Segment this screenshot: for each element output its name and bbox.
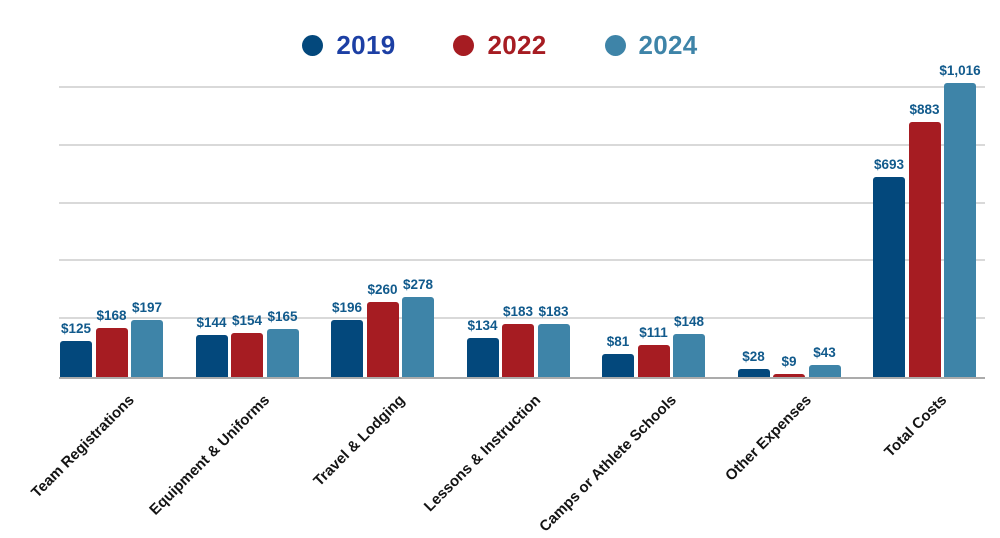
bar-2024 xyxy=(402,296,434,377)
bar-2022 xyxy=(637,344,670,377)
bar-2019 xyxy=(737,368,770,377)
category-label: Total Costs xyxy=(881,391,951,461)
category-label: Equipment & Uniforms xyxy=(146,391,274,519)
bar-2024 xyxy=(537,324,570,377)
value-label: $168 xyxy=(96,308,127,324)
x-axis-line xyxy=(59,377,985,379)
category-label: Lessons & Instruction xyxy=(420,391,545,516)
bar-2019 xyxy=(466,338,499,377)
value-label: $125 xyxy=(60,320,92,336)
value-label: $1,016 xyxy=(939,63,981,79)
value-label: $28 xyxy=(742,348,765,364)
bar-2022 xyxy=(95,328,128,377)
value-label: $883 xyxy=(909,101,940,117)
category-label: Other Expenses xyxy=(722,391,816,485)
bar-2022 xyxy=(502,324,534,377)
bar-2024 xyxy=(131,320,163,377)
bar-2024 xyxy=(266,329,299,377)
category-label: Travel & Lodging xyxy=(310,391,409,490)
bar-2024 xyxy=(808,364,841,377)
bar-2019 xyxy=(60,340,92,377)
bar-2022 xyxy=(773,374,805,377)
gridline xyxy=(59,86,985,88)
value-label: $196 xyxy=(331,300,363,316)
bar-2024 xyxy=(673,334,705,377)
value-label: $81 xyxy=(606,333,630,349)
value-label: $43 xyxy=(813,344,836,360)
legend-item-2022: 2022 xyxy=(453,30,546,61)
bar-2022 xyxy=(231,332,263,377)
value-label: $693 xyxy=(873,156,905,172)
legend-dot-icon xyxy=(604,35,626,56)
legend-label: 2024 xyxy=(638,30,698,60)
legend-label: 2019 xyxy=(336,30,396,60)
value-label: $9 xyxy=(781,354,797,370)
value-label: $165 xyxy=(267,309,298,325)
value-label: $111 xyxy=(639,324,668,340)
gridline xyxy=(59,317,985,320)
value-label: $183 xyxy=(502,304,534,320)
category-label: Team Registrations xyxy=(27,391,138,502)
value-label: $260 xyxy=(367,281,398,297)
chart-legend: 2019 2022 2024 xyxy=(0,30,1000,61)
legend-item-2024: 2024 xyxy=(604,30,698,61)
value-label: $134 xyxy=(467,318,498,334)
gridline xyxy=(59,259,985,262)
legend-dot-icon xyxy=(302,35,324,56)
value-label: $154 xyxy=(231,312,263,328)
legend-dot-icon xyxy=(453,35,475,56)
gridline xyxy=(59,143,985,146)
value-label: $278 xyxy=(402,276,434,292)
bar-2024 xyxy=(944,83,976,377)
bar-2019 xyxy=(602,353,634,377)
legend-label: 2022 xyxy=(487,30,547,60)
value-label: $148 xyxy=(673,314,705,330)
category-label: Camps or Athlete Schools xyxy=(536,391,680,536)
bar-2019 xyxy=(873,176,905,377)
bar-2019 xyxy=(331,320,363,377)
bar-2022 xyxy=(366,301,399,377)
bar-2022 xyxy=(908,121,941,377)
gridline xyxy=(59,201,985,204)
value-label: $144 xyxy=(196,315,227,331)
value-label: $183 xyxy=(538,304,569,320)
bar-2019 xyxy=(195,335,228,377)
value-label: $197 xyxy=(131,300,163,316)
legend-item-2019: 2019 xyxy=(302,30,395,61)
